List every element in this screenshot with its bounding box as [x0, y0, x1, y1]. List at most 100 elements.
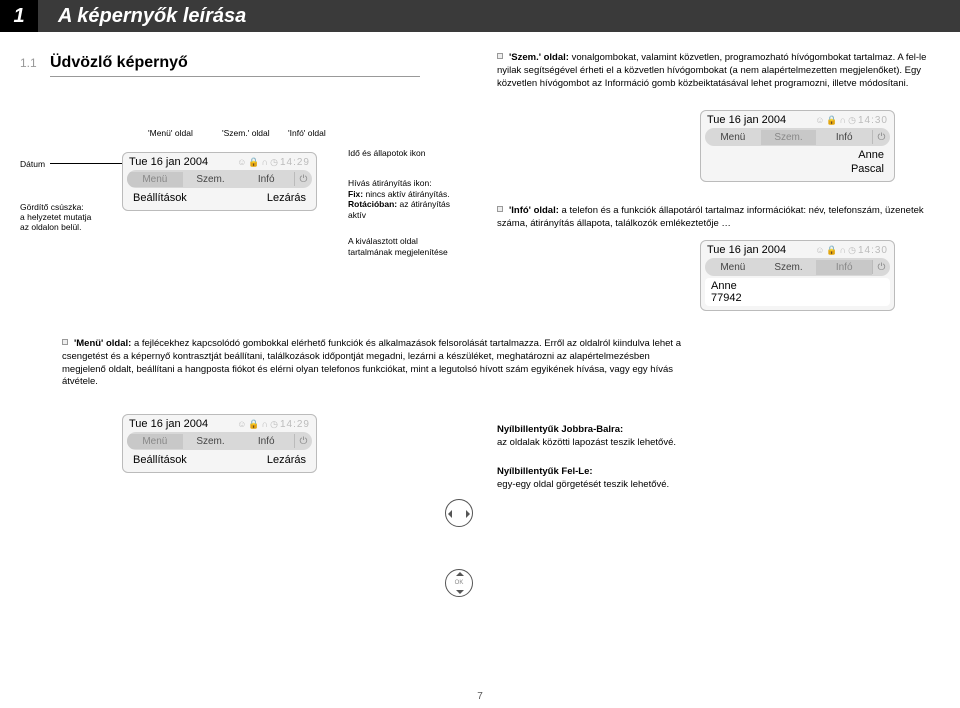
chapter-title: A képernyők leírása [38, 5, 246, 28]
info-name: Anne [711, 280, 884, 292]
callout-sel-2: tartalmának megjelenítése [348, 247, 458, 258]
lock-icon: 🔒 [826, 115, 837, 126]
nav-ring-lr [445, 499, 473, 527]
ok-label: OK [455, 580, 464, 586]
info-text-visible: a telefon és a funkciók állapotáról tart… [497, 205, 924, 229]
phone-tabs: Menü Szem. Infó ⏻ [127, 170, 312, 188]
label-info-page: 'Infó' oldal [288, 128, 326, 138]
tab-szem[interactable]: Szem. [183, 172, 239, 187]
tab-menu[interactable]: Menü [705, 260, 761, 275]
info-number: 77942 [711, 292, 884, 304]
tab-info[interactable]: Infó [238, 434, 294, 449]
phone-right-label: Lezárás [267, 192, 306, 204]
status-icons: ☺ 🔒 ∩ ◷ 14:30 [815, 245, 888, 256]
headset-icon: ∩ [840, 245, 846, 255]
phone-tabs: Menü Szem. Infó ⏻ [127, 432, 312, 450]
phone-tabs: Menü Szem. Infó ⏻ [705, 128, 890, 146]
tab-szem[interactable]: Szem. [761, 130, 817, 145]
section-number: 1.1 [20, 56, 50, 70]
label-scroll-2: a helyzetet mutatja [20, 212, 115, 222]
section-title: Üdvözlő képernyő [50, 54, 420, 77]
phone-menu-bottom: Tue 16 jan 2004 ☺ 🔒 ∩ ◷ 14:29 Menü Szem.… [122, 414, 317, 473]
phone-right-label: Lezárás [267, 454, 306, 466]
person-icon: ☺ [815, 245, 824, 255]
clock-icon: ◷ [270, 419, 278, 430]
tab-menu[interactable]: Menü [705, 130, 761, 145]
tab-menu[interactable]: Menü [127, 172, 183, 187]
chevron-right-icon [466, 510, 474, 518]
phone-date: Tue 16 jan 2004 [707, 244, 786, 256]
nav-lr-bold: Nyílbillentyűk Jobbra-Balra: [497, 424, 623, 435]
callout-fwd-fix: nincs aktív átirányítás. [363, 189, 449, 199]
phone-time: 14:30 [858, 115, 888, 126]
lock-icon: 🔒 [248, 419, 259, 430]
label-scroll-3: az oldalon belül. [20, 222, 115, 232]
nav-lr-caption: Nyílbillentyűk Jobbra-Balra: az oldalak … [497, 424, 797, 450]
contact-pascal: Pascal [851, 163, 884, 175]
phone-time: 14:29 [280, 157, 310, 168]
lock-icon: 🔒 [248, 157, 259, 168]
callout-selected-page: A kiválasztott oldal tartalmának megjele… [348, 236, 458, 257]
power-icon[interactable]: ⏻ [294, 172, 312, 186]
phone-left-label: Beállítások [133, 192, 187, 204]
tab-info[interactable]: Infó [238, 172, 294, 187]
phone-time: 14:29 [280, 419, 310, 430]
clock-icon: ◷ [848, 245, 856, 256]
menu-description: 'Menü' oldal: a fejlécekhez kapcsolódó g… [62, 338, 682, 389]
chevron-left-icon [444, 510, 452, 518]
phone-szem: Tue 16 jan 2004 ☺ 🔒 ∩ ◷ 14:30 Menü Szem.… [700, 110, 895, 182]
callout-fwd-title: Hívás átirányítás ikon: [348, 178, 468, 189]
callout-time-icons: Idő és állapotok ikon [348, 148, 426, 159]
chevron-up-icon [456, 568, 464, 576]
headset-icon: ∩ [262, 157, 268, 167]
page-number: 7 [0, 691, 960, 702]
tab-szem[interactable]: Szem. [761, 260, 817, 275]
tab-menu[interactable]: Menü [127, 434, 183, 449]
bullet-icon [497, 206, 503, 212]
szem-description: 'Szem.' oldal: 'Szem.' oldal: vonalgombo… [497, 52, 927, 90]
power-icon[interactable]: ⏻ [294, 434, 312, 448]
power-icon[interactable]: ⏻ [872, 130, 890, 144]
chapter-number: 1 [0, 0, 38, 32]
lock-icon: 🔒 [826, 245, 837, 256]
nav-ud-caption: Nyílbillentyűk Fel-Le: egy-egy oldal gör… [497, 466, 797, 492]
label-datum: Dátum [20, 159, 45, 169]
status-icons: ☺ 🔒 ∩ ◷ 14:29 [237, 419, 310, 430]
tab-info[interactable]: Infó [816, 260, 872, 275]
info-description: 'Infó' oldal: a telefon és a funkciók ál… [497, 205, 937, 231]
contact-anne: Anne [858, 149, 884, 161]
tab-info[interactable]: Infó [816, 130, 872, 145]
phone-body: Anne 77942 [705, 278, 890, 306]
menu-text-visible: a fejlécekhez kapcsolódó gombokkal elérh… [62, 338, 681, 387]
nav-ring-ud: OK [445, 569, 473, 597]
status-icons: ☺ 🔒 ∩ ◷ 14:29 [237, 157, 310, 168]
phone-date: Tue 16 jan 2004 [707, 114, 786, 126]
phone-date: Tue 16 jan 2004 [129, 418, 208, 430]
phone-info: Tue 16 jan 2004 ☺ 🔒 ∩ ◷ 14:30 Menü Szem.… [700, 240, 895, 311]
person-icon: ☺ [237, 419, 246, 429]
label-szem-page: 'Szem.' oldal [222, 128, 270, 138]
phone-time: 14:30 [858, 245, 888, 256]
page-header: 1 A képernyők leírása [0, 0, 960, 32]
nav-ud-bold: Nyílbillentyűk Fel-Le: [497, 466, 593, 477]
phone-menu: Tue 16 jan 2004 ☺ 🔒 ∩ ◷ 14:29 Menü Szem.… [122, 152, 317, 211]
clock-icon: ◷ [270, 157, 278, 168]
status-icons: ☺ 🔒 ∩ ◷ 14:30 [815, 115, 888, 126]
callout-fwd-rot-b: Rotációban: [348, 199, 397, 209]
clock-icon: ◷ [848, 115, 856, 126]
chevron-down-icon [456, 590, 464, 598]
nav-ud-text: egy-egy oldal görgetését teszik lehetővé… [497, 479, 797, 492]
headset-icon: ∩ [262, 419, 268, 429]
leader-line [50, 163, 122, 164]
headset-icon: ∩ [840, 115, 846, 125]
phone-tabs: Menü Szem. Infó ⏻ [705, 258, 890, 276]
person-icon: ☺ [237, 157, 246, 167]
person-icon: ☺ [815, 115, 824, 125]
tab-szem[interactable]: Szem. [183, 434, 239, 449]
callout-fwd-fix-b: Fix: [348, 189, 363, 199]
bullet-icon [62, 339, 68, 345]
bullet-icon [497, 53, 503, 59]
phone-date: Tue 16 jan 2004 [129, 156, 208, 168]
callout-sel-1: A kiválasztott oldal [348, 236, 458, 247]
power-icon[interactable]: ⏻ [872, 260, 890, 274]
